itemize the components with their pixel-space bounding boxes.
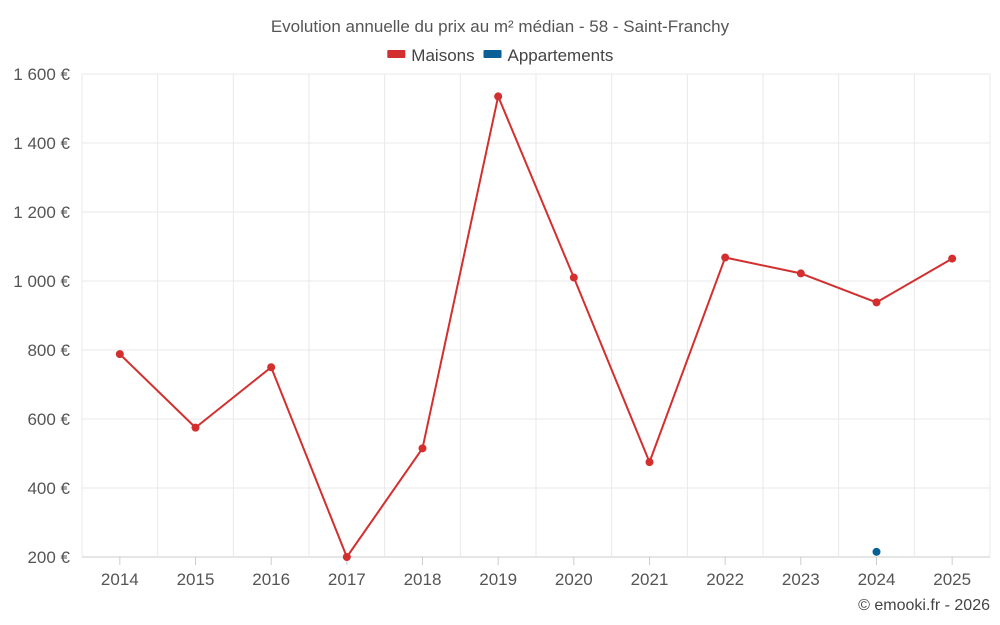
x-tick-label: 2016 bbox=[252, 570, 290, 589]
x-tick-label: 2020 bbox=[555, 570, 593, 589]
legend-swatch bbox=[387, 50, 406, 58]
x-tick-label: 2014 bbox=[101, 570, 139, 589]
x-tick-label: 2017 bbox=[328, 570, 366, 589]
data-point[interactable] bbox=[872, 298, 881, 307]
credit-text: © emooki.fr - 2026 bbox=[858, 597, 990, 614]
y-tick-label: 400 € bbox=[27, 479, 70, 498]
y-axis: 200 € 400 € 600 € 800 € 1 000 € 1 200 € 1 400 … bbox=[13, 65, 70, 567]
y-tick-label: 600 € bbox=[27, 410, 70, 429]
data-point[interactable] bbox=[342, 553, 351, 561]
x-tick-label: 2024 bbox=[858, 570, 896, 589]
x-tick-label: 2025 bbox=[933, 570, 971, 589]
x-tick-label: 2018 bbox=[404, 570, 442, 589]
x-tick-label: 2022 bbox=[706, 570, 744, 589]
series-maisons bbox=[115, 92, 957, 561]
y-tick-label: 1 200 € bbox=[13, 203, 70, 222]
legend-item[interactable]: Maisons bbox=[387, 46, 475, 65]
data-point[interactable] bbox=[418, 444, 427, 453]
data-point[interactable] bbox=[721, 253, 730, 262]
x-tick-label: 2021 bbox=[631, 570, 669, 589]
legend-label: Maisons bbox=[411, 46, 474, 65]
data-point[interactable] bbox=[569, 273, 578, 282]
series-line bbox=[119, 95, 953, 558]
chart-title: Evolution annuelle du prix au m² médian … bbox=[271, 17, 730, 36]
data-point[interactable] bbox=[494, 92, 503, 101]
legend-item[interactable]: Appartements bbox=[483, 46, 614, 65]
grid-lines bbox=[81, 73, 991, 558]
data-point[interactable] bbox=[872, 547, 881, 556]
y-tick-label: 1 400 € bbox=[13, 134, 70, 153]
data-point[interactable] bbox=[191, 423, 200, 432]
legend-label: Appartements bbox=[508, 46, 614, 65]
x-axis: 2014 2015 2016 2017 2018 2019 2020 2021 2022 2023… bbox=[101, 557, 971, 589]
data-point[interactable] bbox=[645, 458, 654, 467]
x-tick-label: 2023 bbox=[782, 570, 820, 589]
y-tick-label: 800 € bbox=[27, 341, 70, 360]
y-tick-label: 200 € bbox=[27, 548, 70, 567]
data-point[interactable] bbox=[948, 254, 957, 263]
x-tick-label: 2015 bbox=[177, 570, 215, 589]
y-tick-label: 1 600 € bbox=[13, 65, 70, 84]
x-tick-label: 2019 bbox=[479, 570, 517, 589]
series-layer bbox=[115, 92, 957, 561]
legend: Maisons Appartements bbox=[387, 46, 613, 65]
data-point[interactable] bbox=[267, 363, 276, 372]
series-appartements bbox=[872, 547, 881, 556]
data-point[interactable] bbox=[115, 350, 124, 359]
legend-swatch bbox=[483, 50, 502, 58]
data-point[interactable] bbox=[796, 269, 805, 278]
y-tick-label: 1 000 € bbox=[13, 272, 70, 291]
